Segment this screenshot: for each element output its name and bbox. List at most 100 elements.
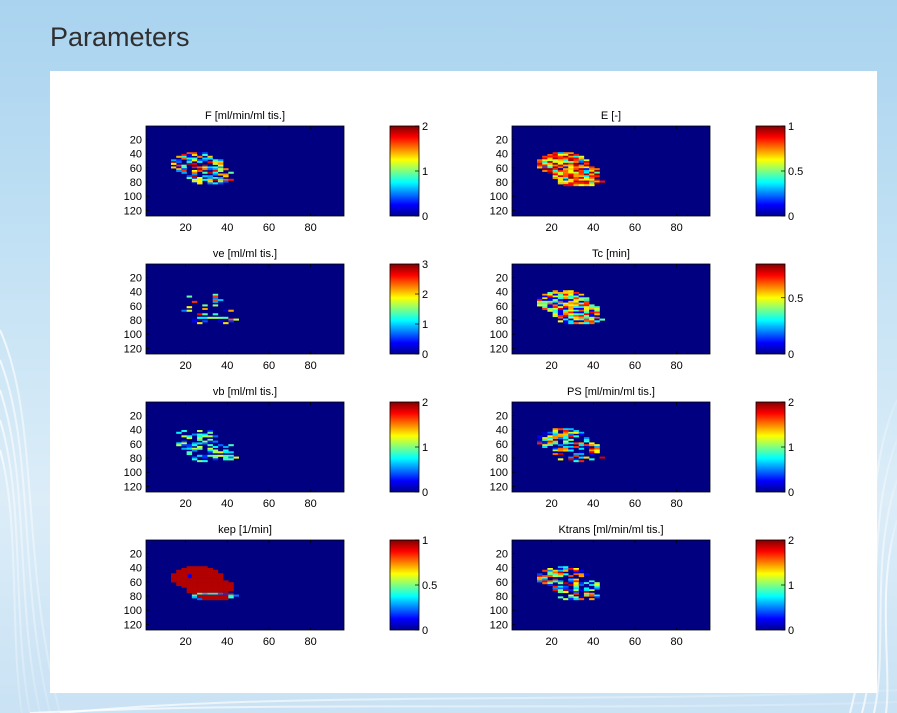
map-4-pixel	[537, 299, 543, 302]
map-1-pixel	[191, 178, 198, 181]
map-2-pixel	[557, 157, 564, 160]
map-6-pixel	[573, 458, 579, 461]
map-1-pixel	[212, 171, 219, 174]
map-5-pixel	[217, 454, 224, 457]
map-7-ytick-label: 20	[130, 548, 142, 560]
map-4-pixel	[563, 309, 569, 312]
map-1-pixel	[176, 159, 182, 162]
map-2-pixel	[589, 178, 595, 181]
map-7-pixel	[197, 583, 203, 586]
map-5-pixel	[207, 447, 213, 450]
map-8-pixel	[557, 582, 564, 585]
map-4-pixel	[589, 307, 595, 310]
map-1-pixel	[186, 177, 193, 180]
map-3-pixel	[181, 309, 187, 312]
map-7-pixel	[202, 585, 208, 588]
map-8-pixel	[583, 594, 590, 597]
map-4-pixel	[594, 316, 600, 319]
map-7-ytick-label: 100	[124, 605, 142, 617]
map-8-pixel	[552, 573, 559, 576]
map-8-pixel	[589, 582, 595, 585]
map-2-pixel	[578, 159, 585, 162]
map-2-pixel	[578, 157, 585, 160]
map-8-pixel	[542, 569, 548, 572]
map-8-pixel	[578, 575, 585, 578]
map-7-pixel	[207, 591, 213, 594]
map-8-pixel	[568, 596, 574, 599]
map-3-ytick-label: 120	[124, 343, 142, 355]
map-2-axes-frame	[511, 125, 711, 217]
map-6-pixel	[547, 433, 553, 436]
map-6-pixel	[573, 431, 579, 434]
map-7-pixel	[217, 573, 224, 576]
map-2-pixel	[589, 175, 595, 178]
map-6-pixel	[552, 428, 559, 431]
map-6-pixel	[589, 451, 595, 454]
map-8-pixel	[583, 587, 590, 590]
map-3-field	[146, 264, 344, 354]
map-4-pixel	[573, 315, 579, 318]
map-8-pixel	[589, 580, 595, 583]
map-1-pixel	[207, 171, 213, 174]
map-7-pixel	[202, 596, 208, 599]
map-2-pixel	[573, 164, 579, 167]
map-8-pixel	[547, 575, 553, 578]
map-4-colorbar-label: 0	[788, 349, 794, 361]
map-6-pixel	[563, 431, 569, 434]
map-6-pixel	[594, 449, 600, 452]
map-1-pixel	[197, 168, 203, 171]
map-4-pixel	[568, 315, 574, 318]
map-8-pixel	[573, 573, 579, 576]
map-8-pixel	[552, 587, 559, 590]
map-8-pixel	[557, 580, 564, 583]
map-3-pixel	[233, 318, 239, 321]
map-1-pixel	[191, 180, 198, 183]
map-2-pixel	[594, 175, 600, 178]
map-6-field	[512, 402, 710, 492]
map-2-pixel	[557, 166, 564, 169]
map-8-pixel	[583, 580, 590, 583]
map-4-pixel	[557, 291, 564, 295]
map-7-colorbar-label: 1	[422, 535, 428, 547]
map-2-pixel	[568, 153, 574, 157]
map-6-pixel	[552, 437, 559, 440]
map-2-pixel	[557, 164, 564, 167]
map-1-pixel	[197, 180, 203, 183]
map-2-pixel	[563, 173, 569, 176]
map-4-pixel	[573, 309, 579, 312]
map-3-pixel	[197, 322, 203, 325]
map-7-pixel	[197, 569, 203, 572]
map-6-pixel	[542, 444, 548, 447]
map-1-pixel	[207, 155, 213, 158]
map-7-pixel	[228, 582, 234, 585]
map-2-pixel	[578, 178, 585, 181]
map-7-pixel	[207, 587, 213, 590]
map-2-pixel	[573, 159, 579, 162]
map-8-colorbar-label: 0	[788, 625, 794, 637]
map-8-pixel	[568, 576, 574, 579]
map-2-pixel	[583, 173, 590, 176]
map-6-pixel	[563, 437, 569, 440]
map-2-pixel	[547, 168, 553, 171]
map-2-pixel	[583, 178, 590, 181]
map-6-pixel	[547, 445, 553, 448]
map-4-pixel	[552, 300, 559, 303]
map-2-colorbar-label: 0.5	[788, 166, 803, 178]
map-3-pixel	[212, 300, 219, 303]
map-7-pixel	[197, 585, 203, 588]
map-2-pixel	[594, 178, 600, 181]
map-4-pixel	[547, 309, 553, 312]
map-1-ytick-label: 80	[130, 177, 142, 189]
map-6-pixel	[542, 431, 548, 434]
map-4-pixel	[573, 293, 579, 296]
map-8-pixel	[547, 583, 553, 586]
map-6-pixel	[589, 447, 595, 450]
map-6-pixel	[583, 445, 590, 448]
map-4-pixel	[542, 302, 548, 305]
map-2-pixel	[583, 161, 590, 164]
map-4-pixel	[542, 299, 548, 302]
map-7-pixel	[233, 594, 239, 597]
map-7-pixel	[197, 582, 203, 585]
map-1-pixel	[176, 161, 182, 164]
map-5-pixel	[191, 447, 198, 450]
